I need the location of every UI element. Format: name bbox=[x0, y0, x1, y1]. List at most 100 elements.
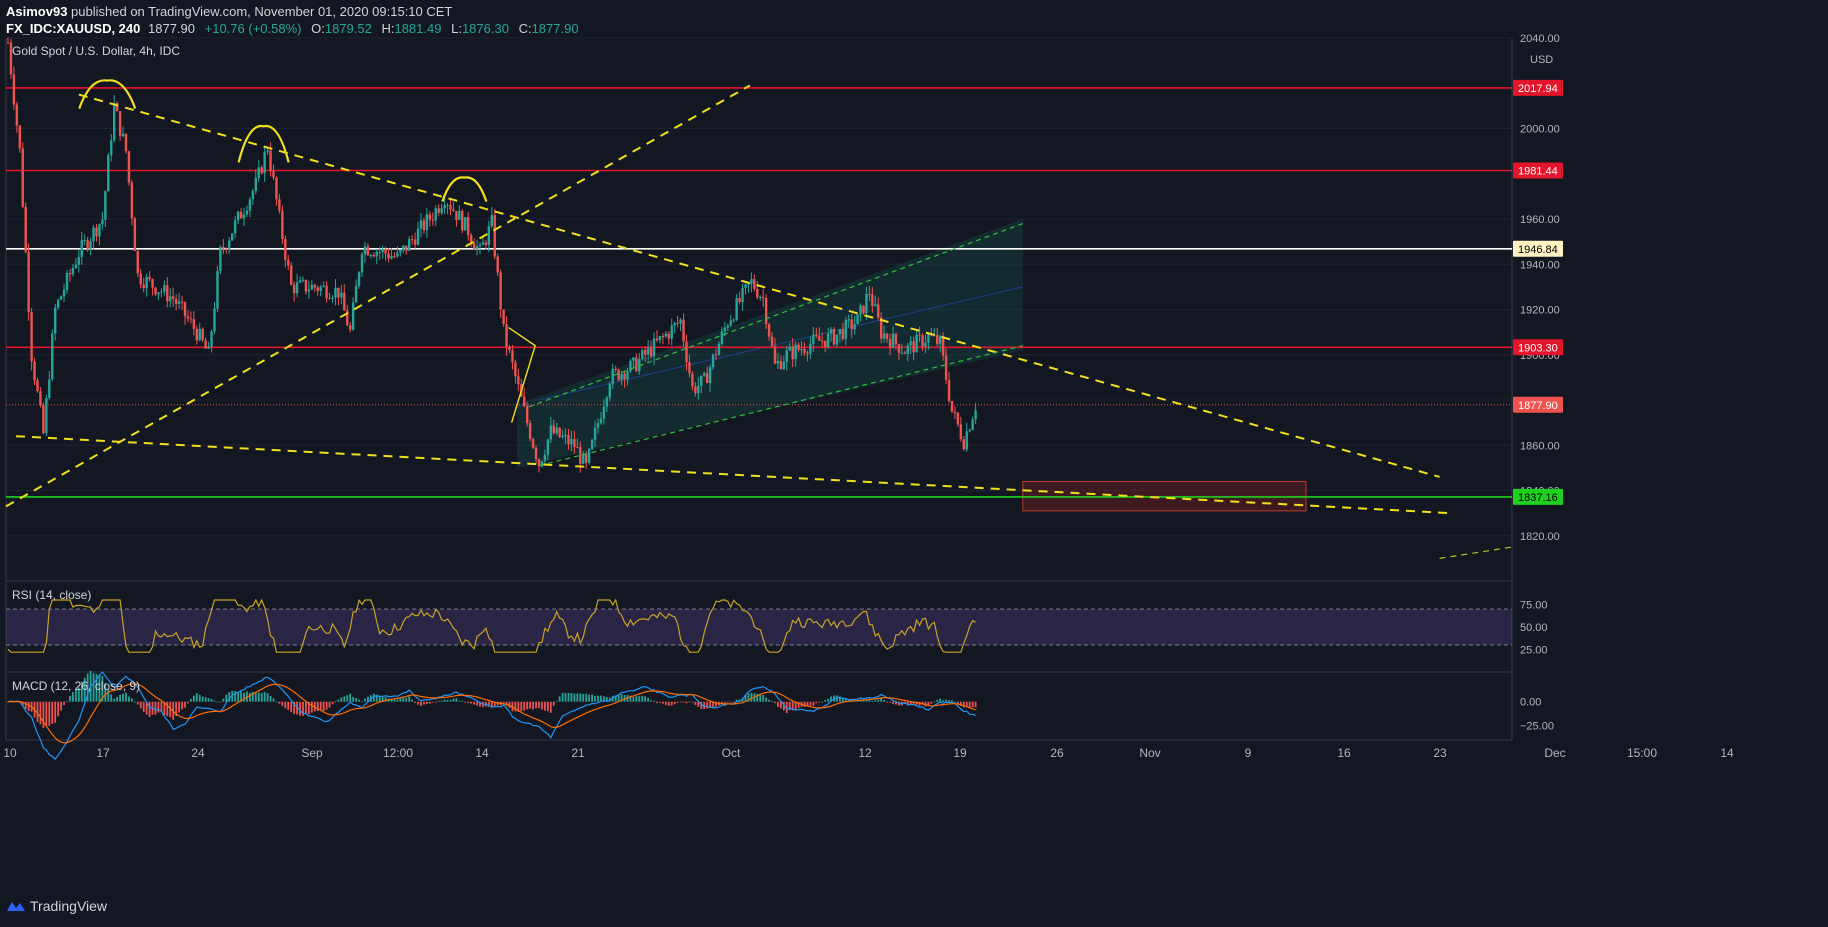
open-value: 1879.52 bbox=[324, 21, 372, 36]
level-tag-pivot bbox=[1513, 240, 1563, 257]
candle bbox=[21, 142, 24, 209]
candle bbox=[714, 348, 718, 361]
macd-histogram-bar bbox=[868, 699, 871, 702]
candle bbox=[481, 236, 485, 245]
tradingview-logo-icon bbox=[7, 902, 25, 911]
candle bbox=[673, 321, 676, 334]
macd-histogram-bar bbox=[337, 699, 340, 702]
candle-body bbox=[478, 244, 482, 247]
candle-body bbox=[561, 435, 564, 438]
macd-histogram-bar bbox=[954, 701, 956, 703]
candle bbox=[717, 341, 721, 356]
candle-body bbox=[467, 217, 470, 236]
candle bbox=[381, 245, 384, 259]
candle bbox=[871, 286, 874, 313]
candle-body bbox=[567, 434, 570, 445]
candle-body bbox=[756, 289, 759, 298]
macd-histogram-bar bbox=[502, 701, 505, 703]
macd-histogram-bar bbox=[567, 693, 570, 702]
candle-body bbox=[617, 369, 620, 380]
candle-body bbox=[638, 358, 641, 372]
candle-body bbox=[354, 285, 358, 303]
candle-body bbox=[493, 215, 496, 257]
candle bbox=[528, 419, 532, 442]
macd-histogram-bar bbox=[774, 701, 776, 704]
candle-body bbox=[92, 227, 95, 242]
candle-body bbox=[33, 361, 36, 381]
macd-histogram-bar bbox=[231, 690, 234, 702]
macd-histogram-bar bbox=[694, 701, 697, 705]
candle bbox=[590, 438, 594, 451]
macd-histogram-bar bbox=[343, 696, 346, 702]
candle-body bbox=[847, 319, 850, 321]
candle-body bbox=[676, 323, 679, 325]
macd-histogram-bar bbox=[765, 697, 768, 702]
macd-histogram-bar bbox=[635, 696, 638, 702]
macd-histogram-bar bbox=[104, 683, 107, 702]
candle-body bbox=[201, 328, 204, 341]
candle bbox=[39, 387, 42, 408]
candle bbox=[446, 203, 449, 214]
candle-body bbox=[859, 305, 862, 315]
candle-body bbox=[6, 42, 10, 44]
candle bbox=[888, 333, 892, 356]
macd-histogram-bar bbox=[797, 701, 800, 708]
candle-body bbox=[936, 335, 939, 344]
macd-histogram-bar bbox=[349, 693, 352, 702]
macd-histogram-bar bbox=[865, 700, 868, 702]
candle bbox=[186, 310, 190, 322]
candle bbox=[794, 341, 797, 367]
level-tag-last-price bbox=[1513, 396, 1563, 413]
candle-body bbox=[74, 264, 78, 268]
macd-histogram-bar bbox=[803, 701, 806, 707]
candle-body bbox=[762, 296, 765, 298]
candle-body bbox=[823, 340, 827, 347]
candle-body bbox=[882, 333, 886, 339]
time-tick-label: 17 bbox=[96, 746, 110, 760]
macd-histogram-bar bbox=[659, 701, 661, 703]
tradingview-logo[interactable]: TradingView bbox=[6, 898, 107, 914]
macd-histogram-bar bbox=[293, 701, 296, 714]
candle bbox=[375, 249, 378, 264]
open-key: O: bbox=[311, 21, 325, 36]
candle-body bbox=[590, 439, 594, 449]
candle-body bbox=[732, 319, 735, 321]
candle-body bbox=[605, 397, 609, 407]
candle bbox=[98, 223, 101, 246]
candle bbox=[821, 332, 824, 347]
channel-upper bbox=[528, 222, 1024, 408]
candle-body bbox=[381, 248, 384, 252]
candle bbox=[225, 247, 228, 254]
macd-histogram-bar bbox=[319, 701, 322, 711]
candle bbox=[45, 394, 48, 437]
candle-body bbox=[207, 346, 210, 349]
price-tick-label: 1940.00 bbox=[1520, 259, 1560, 271]
candle bbox=[599, 412, 603, 425]
candle-body bbox=[402, 245, 405, 250]
candle-body bbox=[632, 357, 635, 361]
macd-histogram-bar bbox=[222, 698, 225, 702]
author-name[interactable]: Asimov93 bbox=[6, 4, 68, 19]
candle-body bbox=[759, 296, 762, 298]
price-tick-label: 1920.00 bbox=[1520, 305, 1560, 317]
candle bbox=[670, 318, 673, 346]
candle-body bbox=[284, 238, 287, 260]
candle-body bbox=[80, 240, 83, 258]
macd-histogram-bar bbox=[930, 701, 933, 704]
candle-body bbox=[717, 343, 721, 356]
candle bbox=[708, 364, 712, 392]
macd-histogram-bar bbox=[148, 701, 151, 717]
candle-body bbox=[455, 210, 458, 220]
candle-body bbox=[862, 305, 865, 314]
candle bbox=[635, 353, 638, 373]
candle-body bbox=[419, 220, 423, 229]
macd-histogram-bar bbox=[328, 701, 331, 708]
macd-histogram-bar bbox=[951, 700, 953, 702]
macd-histogram-bar bbox=[133, 701, 136, 703]
candle bbox=[791, 338, 794, 368]
candle bbox=[157, 292, 160, 300]
macd-histogram-bar bbox=[86, 673, 89, 702]
candle bbox=[711, 353, 715, 371]
macd-histogram-bar bbox=[673, 701, 676, 705]
